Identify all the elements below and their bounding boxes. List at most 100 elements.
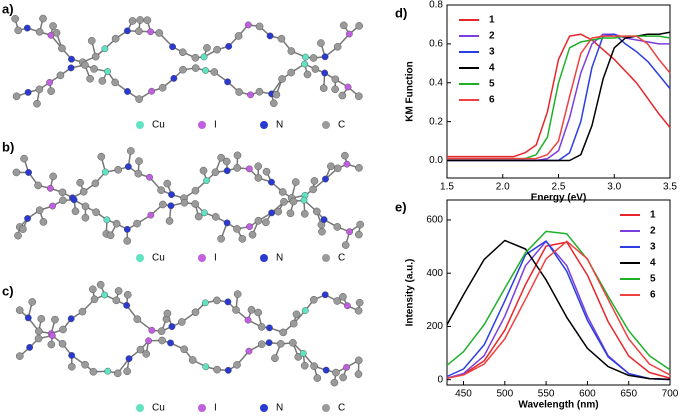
atom bbox=[292, 310, 301, 319]
atom bbox=[339, 21, 348, 30]
legend-label: 5 bbox=[489, 79, 495, 90]
atom bbox=[289, 339, 297, 347]
legend-label: N bbox=[276, 253, 283, 264]
atom bbox=[272, 90, 281, 99]
atom bbox=[341, 241, 350, 249]
x-tick-label: 2.0 bbox=[496, 182, 510, 193]
atom bbox=[124, 163, 132, 171]
atom bbox=[78, 307, 87, 316]
atom bbox=[96, 280, 105, 289]
atom bbox=[274, 207, 283, 216]
atom bbox=[312, 207, 321, 216]
legend-label: C bbox=[338, 403, 345, 414]
atom bbox=[101, 291, 109, 299]
x-tick-label: 500 bbox=[496, 389, 513, 400]
y-tick-label: 0.4 bbox=[429, 77, 443, 88]
atom bbox=[68, 55, 75, 63]
atom bbox=[254, 308, 263, 317]
atom bbox=[133, 219, 141, 228]
atom bbox=[203, 44, 211, 52]
atom bbox=[89, 285, 97, 294]
atom bbox=[235, 88, 243, 96]
atom bbox=[343, 160, 351, 168]
legend-label: C bbox=[338, 253, 345, 264]
atom bbox=[24, 314, 32, 322]
atom bbox=[135, 157, 143, 165]
atom bbox=[339, 293, 347, 301]
atom bbox=[266, 324, 273, 332]
atom bbox=[39, 14, 47, 23]
atom bbox=[70, 196, 78, 204]
atom bbox=[331, 85, 339, 94]
legend-label: 1 bbox=[489, 15, 495, 26]
atom bbox=[333, 297, 342, 305]
atom bbox=[213, 365, 221, 374]
atom bbox=[11, 15, 19, 23]
atom bbox=[355, 22, 363, 30]
atom bbox=[71, 207, 80, 216]
atom bbox=[133, 315, 142, 323]
atom bbox=[23, 24, 31, 32]
molecules bbox=[11, 14, 364, 387]
legend-label: 1 bbox=[650, 210, 656, 221]
legend-swatch bbox=[260, 121, 268, 129]
atom bbox=[287, 47, 296, 55]
atom bbox=[244, 316, 252, 324]
x-tick-label: 1.5 bbox=[440, 182, 454, 193]
panel-label: e) bbox=[395, 199, 407, 214]
atom bbox=[309, 185, 317, 194]
atom bbox=[158, 336, 166, 345]
atom bbox=[257, 340, 266, 348]
atom bbox=[354, 370, 363, 378]
atom bbox=[201, 299, 209, 307]
atom bbox=[247, 91, 254, 99]
atom bbox=[159, 200, 167, 209]
atom bbox=[203, 177, 210, 184]
atom bbox=[199, 166, 208, 175]
atom bbox=[102, 168, 109, 176]
atom bbox=[34, 181, 42, 190]
atom bbox=[147, 28, 155, 36]
atom bbox=[224, 78, 232, 86]
atom bbox=[81, 213, 90, 222]
atom bbox=[58, 44, 66, 53]
atom bbox=[91, 52, 100, 61]
atom bbox=[48, 332, 56, 339]
atom bbox=[245, 165, 253, 173]
atom bbox=[289, 319, 298, 328]
plot-frame bbox=[446, 4, 671, 179]
atom bbox=[148, 87, 155, 95]
series-line bbox=[446, 241, 671, 379]
legend-label: Cu bbox=[152, 403, 165, 414]
atom bbox=[265, 339, 273, 347]
legend-swatch bbox=[322, 404, 330, 412]
atom bbox=[76, 178, 84, 187]
atom bbox=[268, 209, 276, 217]
atom bbox=[191, 53, 200, 62]
atom bbox=[167, 202, 175, 210]
atom bbox=[58, 340, 67, 348]
legend-label: 5 bbox=[650, 274, 656, 285]
atom bbox=[35, 28, 44, 36]
atom bbox=[247, 306, 256, 314]
atom bbox=[234, 32, 243, 40]
atom bbox=[142, 350, 150, 358]
x-tick-label: 3.5 bbox=[663, 182, 677, 193]
atom bbox=[345, 30, 353, 38]
atom bbox=[104, 68, 111, 75]
legend-swatch bbox=[198, 121, 206, 129]
atom bbox=[157, 327, 166, 335]
atom bbox=[114, 287, 123, 295]
x-axis-label: Wavelength (nm) bbox=[518, 400, 598, 411]
y-tick-label: 200 bbox=[426, 321, 443, 332]
atom bbox=[313, 374, 322, 382]
atom bbox=[145, 337, 153, 345]
x-tick-label: 650 bbox=[620, 389, 637, 400]
series-line bbox=[446, 230, 671, 371]
atom bbox=[87, 36, 96, 45]
atom bbox=[355, 298, 364, 307]
atom bbox=[26, 343, 34, 351]
atom bbox=[279, 328, 288, 337]
legend-swatch bbox=[322, 254, 330, 262]
atom bbox=[232, 306, 240, 314]
